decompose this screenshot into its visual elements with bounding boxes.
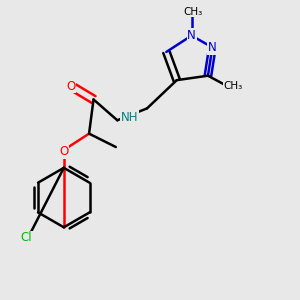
Text: Cl: Cl: [21, 231, 32, 244]
Text: NH: NH: [120, 111, 138, 124]
Text: CH₃: CH₃: [184, 7, 203, 17]
Text: N: N: [187, 29, 196, 42]
Text: O: O: [59, 145, 68, 158]
Text: O: O: [67, 80, 76, 93]
Text: CH₃: CH₃: [224, 81, 243, 91]
Text: N: N: [208, 41, 217, 54]
